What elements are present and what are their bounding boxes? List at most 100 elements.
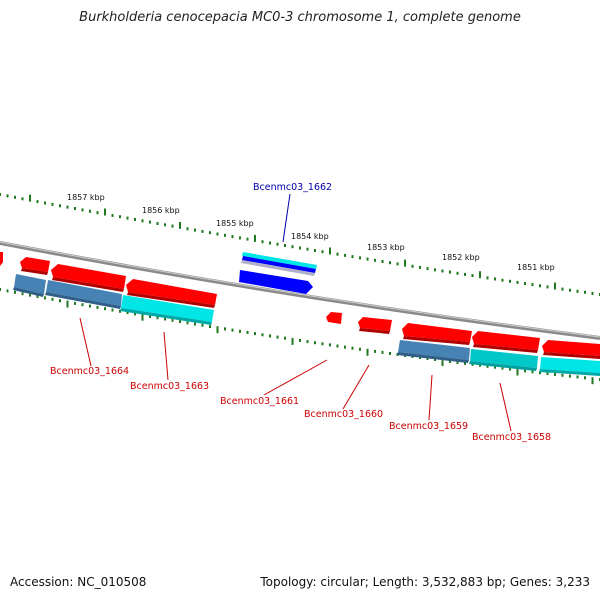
scale-minor-tick <box>59 299 61 303</box>
scale-minor-tick <box>239 236 241 240</box>
scale-minor-tick <box>471 362 474 366</box>
scale-minor-tick <box>224 233 226 237</box>
scale-minor-tick <box>149 315 151 318</box>
scale-minor-tick <box>501 366 504 370</box>
gene-label-1664[interactable]: Bcenmc03_1664 <box>50 366 129 377</box>
scale-minor-tick <box>119 215 121 219</box>
scale-minor-tick <box>134 312 136 316</box>
scale-minor-tick <box>179 320 181 323</box>
scale-minor-tick <box>351 346 354 350</box>
scale-minor-tick <box>464 272 466 276</box>
scale-minor-tick <box>426 267 429 271</box>
scale-label: 1855 kbp <box>216 219 254 228</box>
scale-minor-tick <box>374 258 376 262</box>
scale-minor-tick <box>359 347 361 351</box>
scale-minor-tick <box>231 328 234 332</box>
scale-minor-tick <box>89 209 91 213</box>
scale-minor-tick <box>576 289 579 293</box>
gene-arrow-1662-cyan[interactable] <box>241 252 317 276</box>
scale-minor-tick <box>524 369 526 373</box>
scale-minor-tick <box>44 201 46 205</box>
scale-minor-tick <box>269 241 271 245</box>
scale-minor-tick <box>156 222 159 225</box>
gene-arrow[interactable] <box>51 264 126 292</box>
scale-minor-tick <box>254 332 256 336</box>
scale-minor-tick <box>314 341 316 345</box>
gene-label-1662[interactable]: Bcenmc03_1662 <box>253 182 332 193</box>
scale-minor-tick <box>479 363 481 367</box>
gene-block[interactable] <box>469 349 538 371</box>
gene-arrow[interactable] <box>402 323 472 345</box>
scale-minor-tick <box>539 371 541 375</box>
scale-minor-tick <box>246 330 249 334</box>
scale-minor-tick <box>396 262 399 266</box>
gene-block[interactable] <box>120 295 214 325</box>
scale-minor-tick <box>336 252 339 256</box>
scale-minor-tick <box>449 360 451 363</box>
gene-arrow-1662[interactable] <box>239 270 313 294</box>
gene-arrow[interactable] <box>126 279 217 308</box>
scale-minor-tick <box>426 357 429 360</box>
scale-minor-tick <box>554 372 556 376</box>
gene-block[interactable] <box>45 280 122 309</box>
scale-minor-tick <box>291 245 294 249</box>
scale-minor-tick <box>509 279 511 283</box>
scale-minor-tick <box>501 278 504 282</box>
gene-label-1658[interactable]: Bcenmc03_1658 <box>472 432 551 443</box>
scale-minor-tick <box>0 193 1 196</box>
scale-minor-tick <box>194 322 196 326</box>
leader-line <box>428 374 433 421</box>
scale-minor-tick <box>201 323 204 327</box>
scale-minor-tick <box>239 329 241 333</box>
scale-minor-tick <box>516 280 519 284</box>
scale-minor-tick <box>14 290 16 294</box>
genome-backbone <box>0 241 600 340</box>
scale-minor-tick <box>584 376 586 380</box>
scale-minor-tick <box>389 261 391 265</box>
gene-arrow[interactable] <box>0 252 3 266</box>
scale-major-tick <box>104 208 106 216</box>
scale-minor-tick <box>201 229 204 233</box>
gene-block[interactable] <box>397 340 470 363</box>
gene-label-1661[interactable]: Bcenmc03_1661 <box>220 396 299 407</box>
scale-major-tick <box>479 271 481 279</box>
scale-major-tick <box>404 259 406 267</box>
scale-minor-tick <box>51 297 54 301</box>
scale-minor-tick <box>171 224 174 228</box>
scale-major-tick <box>216 326 219 334</box>
gene-arrow[interactable] <box>20 257 50 275</box>
gene-arrow[interactable] <box>326 312 342 324</box>
leader-line <box>342 364 370 410</box>
leader-line <box>282 193 291 243</box>
gene-label-1659[interactable]: Bcenmc03_1659 <box>389 421 468 432</box>
gene-label-1660[interactable]: Bcenmc03_1660 <box>304 409 383 420</box>
scale-minor-tick <box>494 365 496 369</box>
scale-minor-tick <box>494 277 496 281</box>
scale-minor-tick <box>449 270 451 274</box>
scale-minor-tick <box>299 246 301 250</box>
gene-block[interactable] <box>539 357 600 376</box>
gene-block[interactable] <box>13 274 46 297</box>
scale-minor-tick <box>509 367 511 371</box>
scale-minor-tick <box>44 296 46 300</box>
scale-minor-tick <box>269 334 271 338</box>
scale-minor-tick <box>261 333 264 337</box>
scale-minor-tick <box>411 264 414 268</box>
gene-arrow[interactable] <box>472 331 540 353</box>
scale-minor-tick <box>531 283 534 287</box>
scale-minor-tick <box>156 316 159 320</box>
scale-minor-tick <box>531 370 534 374</box>
scale-minor-tick <box>171 318 174 322</box>
scale-minor-tick <box>141 219 144 223</box>
gene-arrow[interactable] <box>358 317 392 334</box>
scale-minor-tick <box>284 244 286 247</box>
scale-minor-tick <box>0 288 1 291</box>
scale-major-tick <box>329 247 331 255</box>
scale-minor-tick <box>569 288 571 292</box>
scale-major-tick <box>291 337 294 345</box>
scale-minor-tick <box>14 195 16 199</box>
gene-arrow[interactable] <box>542 340 600 359</box>
scale-minor-tick <box>351 255 354 259</box>
scale-major-tick <box>66 300 69 308</box>
gene-label-1663[interactable]: Bcenmc03_1663 <box>130 381 209 392</box>
